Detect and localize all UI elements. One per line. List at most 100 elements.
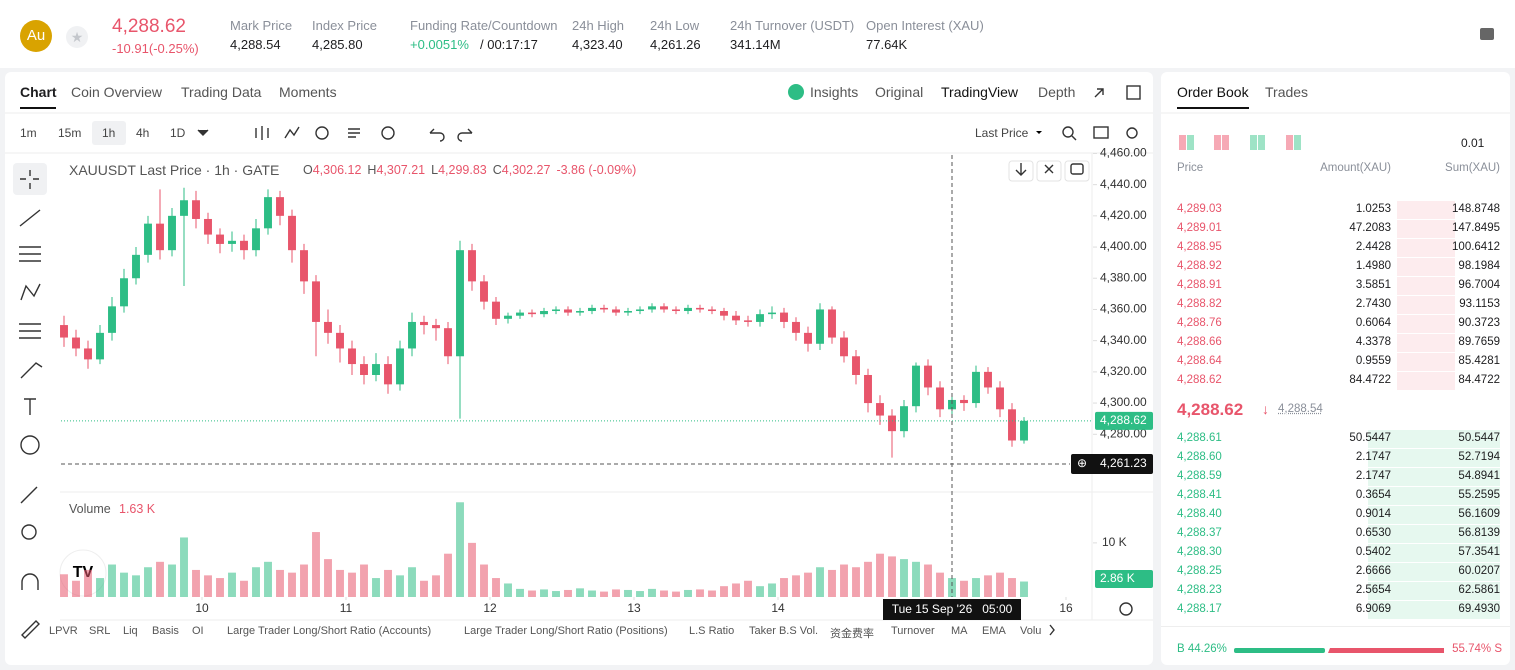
ob-sum: 90.3723 (1458, 317, 1500, 329)
interval-active (92, 121, 126, 145)
ob-price: 4,288.66 (1177, 336, 1222, 348)
view-tab[interactable]: Insights (810, 84, 859, 100)
volume-bar (540, 589, 548, 597)
volume-bar (744, 580, 752, 597)
chart-tab[interactable]: Trading Data (181, 84, 262, 100)
ob-amount: 1.4980 (1355, 260, 1391, 272)
candle-body (972, 371, 980, 404)
indicator[interactable]: EMA (982, 625, 1006, 637)
ob-amount: 0.5402 (1355, 546, 1391, 558)
volume-bar (108, 564, 116, 597)
indicator[interactable]: Large Trader Long/Short Ratio (Accounts) (227, 625, 432, 637)
ob-sum: 56.8139 (1458, 527, 1500, 539)
view-tab[interactable]: Depth (1038, 84, 1076, 100)
price-tag: 4,288.62 (1100, 413, 1147, 427)
indicator[interactable]: Large Trader Long/Short Ratio (Positions… (464, 625, 668, 637)
candle-body (480, 281, 488, 302)
ob-tab[interactable]: Trades (1265, 84, 1309, 100)
interval[interactable]: 1D (170, 126, 186, 140)
ob-tab[interactable]: Order Book (1177, 84, 1249, 100)
depth-bar (1368, 487, 1500, 505)
candle-body (792, 321, 800, 333)
indicator[interactable]: 资金费率 (830, 628, 874, 640)
volume-bar (900, 559, 908, 597)
ob-amount: 0.3654 (1355, 489, 1391, 501)
y-tick-label: 4,460.00 (1100, 146, 1147, 160)
button[interactable] (1008, 160, 1034, 182)
depth-bar (1368, 544, 1500, 562)
indicator[interactable]: Basis (152, 625, 179, 637)
candle-body (72, 337, 80, 349)
interval[interactable]: 4h (136, 126, 150, 140)
chart-tab[interactable]: Chart (20, 84, 57, 100)
stat-label: 24h High (572, 18, 625, 33)
candle-body (816, 309, 824, 344)
x-tick-label: 16 (1059, 601, 1073, 615)
volume-bar (372, 578, 380, 597)
chart-tab[interactable]: Moments (279, 84, 337, 100)
favorite[interactable]: ★ (66, 26, 88, 48)
view-tab[interactable]: TradingView (941, 84, 1019, 100)
y-tick-label: 4,380.00 (1100, 270, 1147, 284)
volume-bar (252, 567, 260, 597)
indicator[interactable]: Liq (123, 625, 138, 637)
button[interactable] (1036, 160, 1062, 182)
candle-body (216, 234, 224, 244)
x-tick-label: 11 (340, 601, 353, 615)
volume-bar (432, 575, 440, 597)
indicator[interactable]: Volu (1020, 625, 1042, 637)
ohlc-key: C (492, 163, 502, 177)
candle-body (708, 309, 716, 312)
volume-bar (264, 561, 272, 597)
book-icon[interactable] (1480, 28, 1494, 40)
depth-bar (1368, 582, 1500, 600)
indicator[interactable]: MA (951, 625, 968, 637)
interval[interactable]: 1m (20, 126, 37, 140)
time-tag-bg (883, 599, 1021, 620)
chart-tab[interactable]: Coin Overview (71, 84, 163, 100)
ob-precision[interactable]: 0.01 (1461, 136, 1485, 150)
indicator[interactable]: SRL (89, 625, 111, 637)
candle-body (888, 415, 896, 432)
volume-tag-bg (1095, 570, 1153, 588)
stat-value: 4,285.80 (312, 37, 363, 52)
depth-bar (1397, 315, 1455, 333)
legend-ohlc: O4,306.12 H4,307.21 L4,299.83 C4,302.27 -3.8… (303, 163, 636, 177)
stat-value: 4,261.26 (650, 37, 701, 52)
candle-body (600, 307, 608, 310)
candle-body (204, 218, 212, 235)
interval[interactable]: 15m (58, 126, 82, 140)
price-type[interactable]: Last Price (975, 126, 1029, 140)
ob-price: 4,288.40 (1177, 508, 1222, 520)
ob-sell-ratio: 55.74% S (1452, 643, 1502, 655)
view-tab[interactable]: Original (875, 84, 924, 100)
indicator[interactable]: Turnover (891, 625, 935, 637)
price-change: -10.91(-0.25%) (112, 41, 199, 56)
indicator[interactable]: LPVR (49, 625, 78, 637)
indicator[interactable]: OI (192, 625, 204, 637)
volume-bar (732, 583, 740, 597)
candle-body (564, 309, 572, 313)
candle-body (324, 321, 332, 333)
candle-body (804, 332, 812, 344)
last-price: 4,288.62 (112, 16, 186, 37)
stat-label: Mark Price (230, 18, 293, 33)
ob-sum: 96.7004 (1458, 279, 1500, 291)
indicator[interactable]: L.S Ratio (689, 625, 735, 637)
candle-body (984, 371, 992, 388)
indicator[interactable]: Taker B.S Vol. (749, 625, 819, 637)
depth-bar (1397, 334, 1455, 352)
candle-body (396, 348, 404, 385)
volume-bar (840, 564, 848, 597)
volume-bar (948, 578, 956, 597)
candle-body (624, 311, 632, 313)
interval[interactable]: 1h (102, 126, 116, 140)
candle-body (300, 250, 308, 282)
candles (60, 187, 1028, 597)
volume-bar (564, 589, 572, 597)
volume-bar (612, 589, 620, 597)
volume-bar (168, 564, 176, 597)
volume-bar (504, 583, 512, 597)
button[interactable] (1064, 160, 1090, 182)
volume-bar (396, 575, 404, 597)
